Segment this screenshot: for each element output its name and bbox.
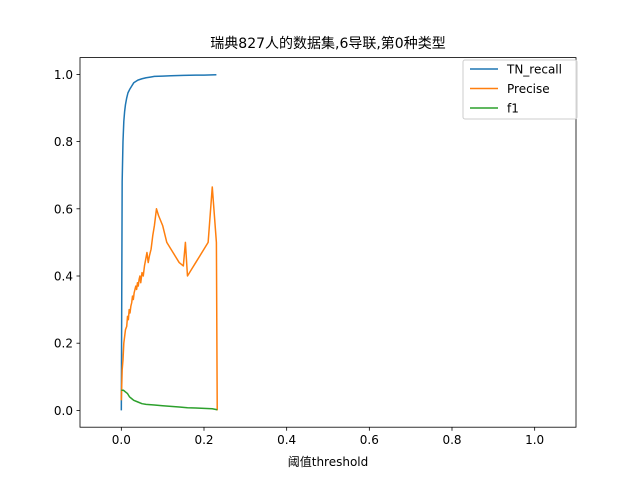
- legend-label: TN_recall: [506, 63, 562, 77]
- y-tick-label: 0.6: [54, 202, 73, 216]
- y-tick-label: 0.0: [54, 404, 73, 418]
- x-tick-label: 0.0: [112, 433, 131, 447]
- legend: TN_recall Precise f1: [462, 59, 578, 120]
- y-tick-label: 1.0: [54, 68, 73, 82]
- x-tick-label: 0.2: [194, 433, 213, 447]
- series-line-precise: [120, 186, 218, 411]
- y-tick-label: 0.8: [54, 135, 73, 149]
- x-tick-label: 0.6: [360, 433, 379, 447]
- y-axis: 0.0 0.2 0.4 0.6 0.8 1.0: [54, 68, 80, 418]
- legend-label: f1: [507, 102, 519, 116]
- x-axis: 0.0 0.2 0.4 0.6 0.8 1.0: [112, 427, 544, 447]
- x-tick-label: 0.4: [277, 433, 296, 447]
- plot-lines: [120, 73, 218, 411]
- x-axis-label: 阈值threshold: [288, 454, 369, 469]
- legend-label: Precise: [507, 82, 550, 96]
- x-tick-label: 0.8: [442, 433, 461, 447]
- chart-title: 瑞典827人的数据集,6导联,第0种类型: [210, 35, 445, 52]
- y-tick-label: 0.2: [54, 337, 73, 351]
- series-line-tn-recall: [120, 73, 217, 411]
- y-tick-label: 0.4: [54, 270, 73, 284]
- series-line-f1: [121, 389, 218, 411]
- x-tick-label: 1.0: [525, 433, 544, 447]
- legend-box: [462, 59, 578, 120]
- plot-frame: [79, 57, 577, 428]
